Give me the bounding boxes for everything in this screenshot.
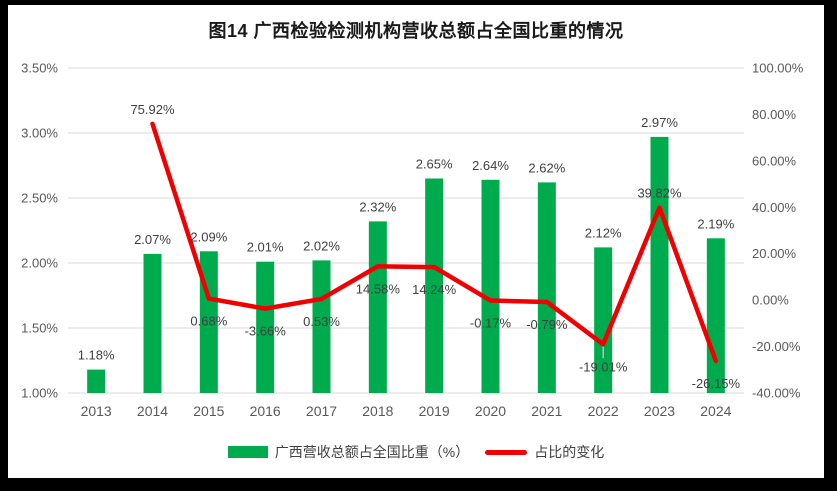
bar-2019 [425, 178, 444, 393]
bar-label-2018: 2.32% [359, 199, 396, 214]
right-axis-tick-label: 100.00% [752, 61, 804, 76]
legend-line-swatch-icon [485, 449, 528, 455]
line-label-2019: 14.24% [412, 282, 457, 297]
right-axis-tick-label: 0.00% [752, 293, 789, 308]
x-axis-label-2022: 2022 [588, 403, 619, 419]
bar-2017 [312, 260, 331, 393]
chart-title: 图14 广西检验检测机构营收总额占全国比重的情况 [208, 21, 624, 41]
left-axis-tick-label: 1.50% [21, 321, 58, 336]
line-label-2014: 75.92% [130, 102, 175, 117]
bar-label-2017: 2.02% [303, 238, 340, 253]
bar-2014 [143, 253, 162, 393]
right-axis-tick-label: 40.00% [752, 200, 797, 215]
line-label-2020: -0.17% [470, 316, 512, 331]
line-label-2016: -3.66% [245, 324, 287, 339]
bar-2022 [594, 247, 613, 393]
bar-label-2020: 2.64% [472, 158, 509, 173]
bar-label-2024: 2.19% [697, 216, 734, 231]
bar-label-2013: 1.18% [78, 348, 115, 363]
change-rate-line [150, 121, 719, 364]
line-label-2023: 39.82% [637, 186, 682, 201]
x-axis-label-2017: 2017 [306, 403, 337, 419]
x-axis-label-2021: 2021 [531, 403, 562, 419]
chart-canvas [8, 5, 824, 478]
line-label-2021: -0.79% [526, 317, 568, 332]
x-axis-label-2013: 2013 [81, 403, 112, 419]
bar-2023 [650, 136, 669, 393]
right-axis-tick-label: 80.00% [752, 107, 797, 122]
legend-line-label: 占比的变化 [534, 444, 605, 460]
x-axis-label-2020: 2020 [475, 403, 506, 419]
right-axis-tick-label: 20.00% [752, 246, 797, 261]
left-axis-tick-label: 2.50% [21, 191, 58, 206]
bar-label-2021: 2.62% [528, 160, 565, 175]
x-axis-label-2019: 2019 [419, 403, 450, 419]
bar-label-2019: 2.65% [416, 157, 453, 172]
bar-label-2014: 2.07% [134, 232, 171, 247]
left-axis-tick-label: 1.00% [21, 386, 58, 401]
bar-label-2015: 2.09% [190, 229, 227, 244]
bar-label-2023: 2.97% [641, 115, 678, 130]
right-axis-tick-label: -20.00% [752, 339, 801, 354]
bar-label-2016: 2.01% [247, 240, 284, 255]
x-axis-label-2018: 2018 [362, 403, 393, 419]
bar-2018 [368, 221, 387, 393]
x-axis-label-2014: 2014 [137, 403, 168, 419]
line-label-2018: 14.58% [356, 281, 401, 296]
right-axis-tick-label: 60.00% [752, 153, 797, 168]
bar-2020 [481, 179, 500, 393]
line-label-2015: 0.68% [190, 314, 227, 329]
line-label-2017: 0.53% [303, 314, 340, 329]
right-axis-tick-label: -40.00% [752, 386, 801, 401]
bar-2016 [256, 261, 275, 393]
x-axis-label-2015: 2015 [193, 403, 224, 419]
legend-bar-label: 广西营收总额占全国比重（%） [274, 444, 470, 460]
bar-2024 [706, 238, 725, 393]
line-label-2024: -26.15% [692, 376, 741, 391]
legend: 广西营收总额占全国比重（%） 占比的变化 [8, 442, 824, 462]
left-axis-tick-label: 2.00% [21, 256, 58, 271]
bar-2013 [87, 369, 106, 393]
x-axis-label-2023: 2023 [644, 403, 675, 419]
x-axis-label-2016: 2016 [250, 403, 281, 419]
x-axis-label-2024: 2024 [700, 403, 731, 419]
bar-2021 [537, 182, 556, 393]
bar-label-2022: 2.12% [585, 225, 622, 240]
left-axis-tick-label: 3.50% [21, 61, 58, 76]
legend-bar-swatch-icon [227, 446, 268, 458]
left-axis-tick-label: 3.00% [21, 126, 58, 141]
line-label-2022: -19.01% [579, 359, 628, 374]
